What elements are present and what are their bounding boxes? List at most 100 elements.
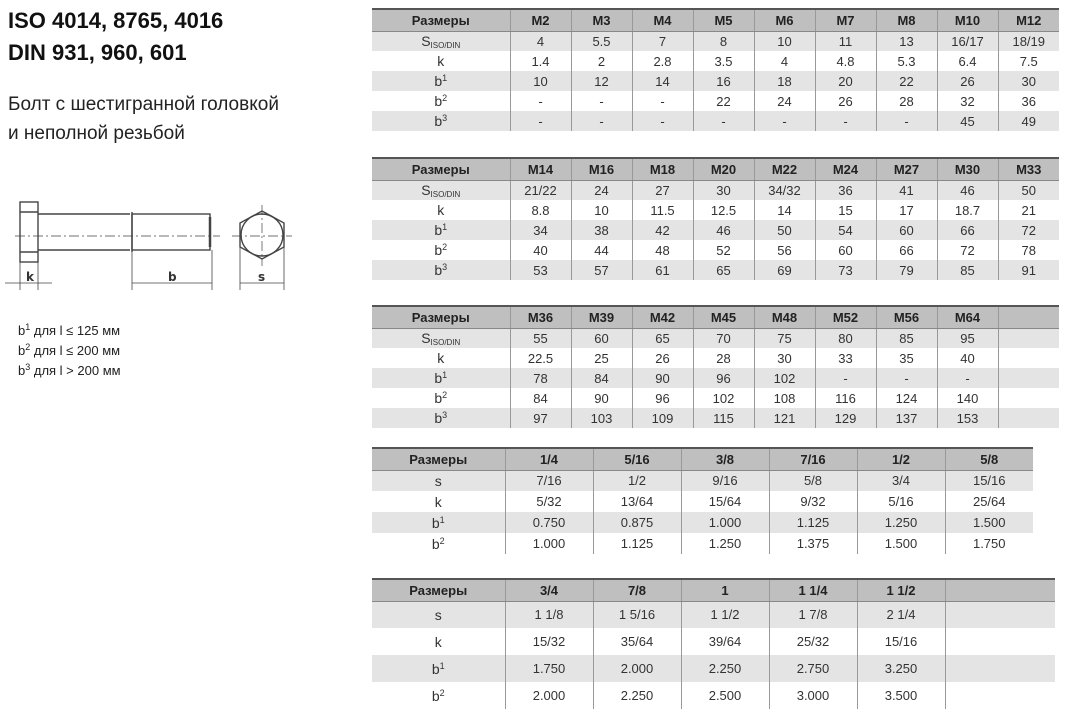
table-cell: 4	[753, 51, 815, 71]
table-cell: 7	[631, 31, 693, 51]
table-cell: 3.250	[856, 655, 945, 682]
table-row: k 15/32 35/64 39/64 25/32 15/16	[372, 628, 1055, 655]
note-symbol: b	[18, 323, 26, 338]
table-cell: 108	[753, 388, 815, 408]
table-cell: 66	[936, 220, 998, 240]
row-label-superscript: 1	[439, 514, 445, 525]
table-cell: 5.3	[875, 51, 937, 71]
row-label-superscript: 1	[439, 660, 445, 671]
table-row: SISO/DIN 21/22 24 27 30 34/32 36 41 46 50	[372, 180, 1059, 200]
table-cell: 40	[509, 240, 571, 260]
header-cell-sizes: Размеры	[372, 158, 510, 181]
row-label: s	[372, 470, 505, 491]
table-cell: 10	[753, 31, 815, 51]
table-cell: 25/32	[768, 628, 857, 655]
row-label: SISO/DIN	[372, 180, 510, 200]
row-label-symbol: b	[434, 222, 443, 238]
table-cell: 78	[509, 368, 571, 388]
row-label-superscript: 1	[442, 73, 448, 83]
table-cell: 46	[936, 180, 998, 200]
header-cell-size: M4	[631, 9, 693, 32]
table-cell: 46	[692, 220, 754, 240]
table-cell	[944, 655, 1055, 682]
row-label: k	[372, 348, 510, 368]
table-cell: 153	[936, 408, 998, 428]
table-cell: -	[814, 111, 876, 131]
header-cell-size: M24	[814, 158, 876, 181]
row-label: b2	[372, 533, 505, 554]
table-cell: 1.750	[944, 533, 1033, 554]
table-cell: 140	[936, 388, 998, 408]
table-row: s 7/16 1/2 9/16 5/8 3/4 15/16	[372, 470, 1033, 491]
table-cell: 129	[814, 408, 876, 428]
row-label-superscript: 1	[442, 370, 448, 380]
table-cell: 60	[814, 240, 876, 260]
table-cell: 66	[875, 240, 937, 260]
table-cell: 102	[692, 388, 754, 408]
row-label-superscript: 3	[442, 410, 448, 420]
table-cell: -	[692, 111, 754, 131]
header-cell-size: M33	[997, 158, 1059, 181]
row-label: b2	[372, 91, 510, 111]
header-cell-sizes: Размеры	[372, 9, 510, 32]
row-label: b3	[372, 408, 510, 428]
table-cell	[997, 328, 1059, 348]
table-cell: 84	[509, 388, 571, 408]
table-cell: 48	[631, 240, 693, 260]
header-cell-size: 1 1/4	[768, 579, 857, 602]
header-cell-sizes: Размеры	[372, 448, 505, 471]
header-cell-size: 1/2	[856, 448, 945, 471]
table-cell: -	[631, 91, 693, 111]
table-cell: 3.500	[856, 682, 945, 709]
table-row: k 5/32 13/64 15/64 9/32 5/16 25/64	[372, 491, 1033, 512]
table-cell: 1.250	[680, 533, 769, 554]
table-cell: 5/16	[856, 491, 945, 512]
header-cell-size: M27	[875, 158, 937, 181]
table-cell: 9/16	[680, 470, 769, 491]
row-label: b1	[372, 220, 510, 240]
table-cell: 24	[570, 180, 632, 200]
row-label-superscript: 2	[439, 535, 445, 546]
header-cell-size: 5/8	[944, 448, 1033, 471]
header-cell-size: 5/16	[592, 448, 681, 471]
table-cell: 30	[753, 348, 815, 368]
table-cell: 18/19	[997, 31, 1059, 51]
table-row: b2 84 90 96 102 108 116 124 140	[372, 388, 1059, 408]
table-cell: 2 1/4	[856, 601, 945, 628]
header-cell-size	[944, 579, 1055, 602]
table-cell: 90	[570, 388, 632, 408]
header-cell-size: 3/4	[504, 579, 593, 602]
row-label-subscript: ISO/DIN	[430, 41, 461, 51]
row-label-symbol: k	[437, 53, 445, 69]
table-row: b1 34 38 42 46 50 54 60 66 72	[372, 220, 1059, 240]
table-cell: 36	[997, 91, 1059, 111]
header-cell-size: M22	[753, 158, 815, 181]
table-cell: 4	[509, 31, 571, 51]
table-cell: 57	[570, 260, 632, 280]
row-label-symbol: S	[421, 33, 431, 50]
header-cell-size: M14	[509, 158, 571, 181]
table-cell: 12.5	[692, 200, 754, 220]
table-cell: 17	[875, 200, 937, 220]
table-row: SISO/DIN 4 5.5 7 8 10 11 13 16/17 18/19	[372, 31, 1059, 51]
table-cell: 72	[997, 220, 1059, 240]
dimensions-table: Размеры 3/4 7/8 1 1 1/4 1 1/2 s 1 1/8 1 5/16 1 1/…	[372, 578, 1055, 709]
row-label: k	[372, 51, 510, 71]
row-label-symbol: b	[434, 113, 443, 129]
table-cell: 15/64	[680, 491, 769, 512]
table-cell: 96	[631, 388, 693, 408]
table-row: b1 0.750 0.875 1.000 1.125 1.250 1.500	[372, 512, 1033, 533]
table-row: b2 1.000 1.125 1.250 1.375 1.500 1.750	[372, 533, 1033, 554]
table-cell: 8	[692, 31, 754, 51]
row-label-symbol: b	[434, 410, 443, 426]
table-cell	[997, 368, 1059, 388]
row-label-symbol: b	[434, 390, 443, 406]
dimensions-table: Размеры M36 M39 M42 M45 M48 M52 M56 M64 SISO/DIN 5…	[372, 305, 1059, 428]
table-cell: 95	[936, 328, 998, 348]
header-cell-size: M8	[875, 9, 937, 32]
header-cell-size: M42	[631, 306, 693, 329]
header-cell-size: M36	[509, 306, 571, 329]
table-cell: 3.000	[768, 682, 857, 709]
table-cell: 52	[692, 240, 754, 260]
table-cell: 56	[753, 240, 815, 260]
